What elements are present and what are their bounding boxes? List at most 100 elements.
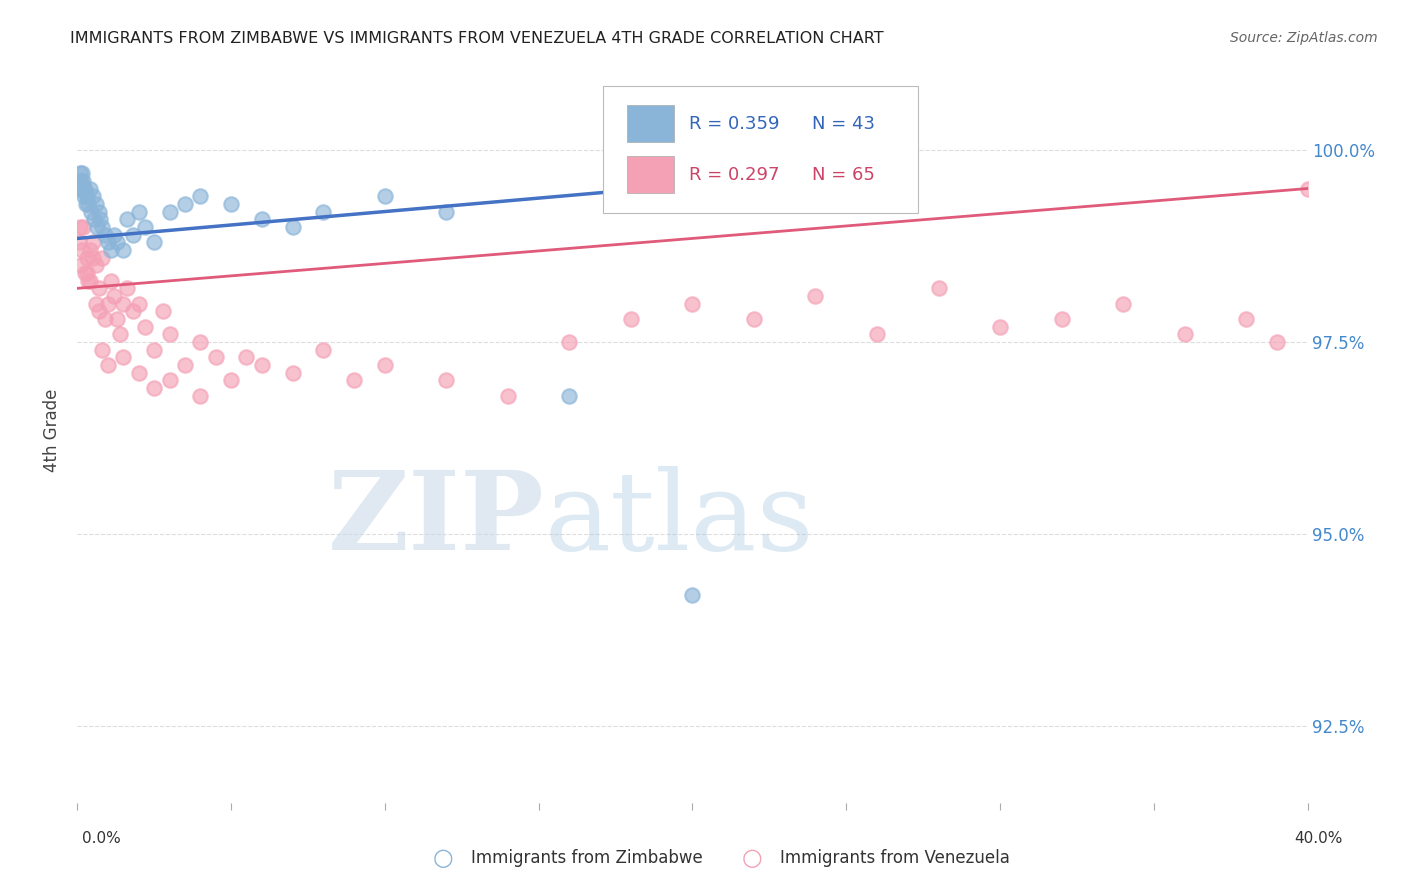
Point bbox=[110, 327, 132, 342]
Text: ○: ○ bbox=[742, 847, 762, 870]
Point bbox=[312, 204, 335, 219]
Point bbox=[436, 204, 458, 219]
Point bbox=[682, 296, 704, 310]
Point bbox=[1174, 327, 1197, 342]
Text: Immigrants from Zimbabwe: Immigrants from Zimbabwe bbox=[471, 849, 703, 867]
Text: ○: ○ bbox=[433, 847, 453, 870]
Point bbox=[79, 243, 101, 257]
Point bbox=[100, 274, 122, 288]
Point bbox=[174, 358, 197, 372]
Point bbox=[80, 204, 103, 219]
Point bbox=[83, 212, 105, 227]
Point bbox=[72, 174, 94, 188]
Point bbox=[87, 204, 110, 219]
Point bbox=[94, 312, 117, 326]
Point bbox=[1112, 296, 1135, 310]
Point bbox=[77, 197, 100, 211]
Point bbox=[312, 343, 335, 357]
Point bbox=[90, 251, 114, 265]
Point bbox=[496, 389, 519, 403]
Point bbox=[94, 227, 117, 242]
Point bbox=[73, 181, 96, 195]
Point bbox=[97, 358, 120, 372]
Point bbox=[69, 219, 91, 234]
Point bbox=[804, 289, 827, 303]
Point bbox=[742, 312, 765, 326]
Point bbox=[159, 327, 181, 342]
Point bbox=[188, 335, 212, 350]
Text: IMMIGRANTS FROM ZIMBABWE VS IMMIGRANTS FROM VENEZUELA 4TH GRADE CORRELATION CHAR: IMMIGRANTS FROM ZIMBABWE VS IMMIGRANTS F… bbox=[70, 31, 884, 46]
Point bbox=[76, 251, 98, 265]
Point bbox=[69, 181, 91, 195]
Point bbox=[73, 189, 96, 203]
Point bbox=[174, 197, 197, 211]
Point bbox=[1296, 181, 1319, 195]
Point bbox=[250, 212, 273, 227]
Text: 0.0%: 0.0% bbox=[82, 831, 121, 847]
Point bbox=[105, 312, 128, 326]
Point bbox=[281, 366, 304, 380]
Point bbox=[620, 312, 643, 326]
Point bbox=[188, 389, 212, 403]
Text: N = 43: N = 43 bbox=[811, 115, 875, 133]
Point bbox=[69, 166, 91, 180]
Point bbox=[73, 266, 96, 280]
Point bbox=[121, 227, 143, 242]
Point bbox=[76, 189, 98, 203]
Y-axis label: 4th Grade: 4th Grade bbox=[44, 389, 62, 472]
Point bbox=[84, 296, 107, 310]
Point bbox=[100, 243, 122, 257]
FancyBboxPatch shape bbox=[603, 86, 918, 213]
Point bbox=[159, 204, 181, 219]
Point bbox=[67, 235, 90, 250]
Point bbox=[82, 235, 104, 250]
Point bbox=[219, 197, 242, 211]
Point bbox=[89, 212, 111, 227]
Point bbox=[866, 327, 889, 342]
Point bbox=[87, 304, 110, 318]
Point bbox=[75, 197, 97, 211]
Point bbox=[97, 235, 120, 250]
Point bbox=[152, 304, 174, 318]
Point bbox=[682, 589, 704, 603]
Point bbox=[103, 227, 125, 242]
Point bbox=[112, 243, 135, 257]
Point bbox=[988, 319, 1011, 334]
Point bbox=[374, 358, 396, 372]
Point bbox=[112, 296, 135, 310]
Point bbox=[70, 243, 93, 257]
Point bbox=[159, 374, 181, 388]
Point bbox=[134, 319, 156, 334]
Point bbox=[143, 381, 166, 395]
Point bbox=[128, 366, 150, 380]
Point bbox=[97, 296, 120, 310]
Point bbox=[204, 351, 226, 365]
Point bbox=[928, 281, 950, 295]
Text: R = 0.297: R = 0.297 bbox=[689, 166, 779, 184]
Point bbox=[103, 289, 125, 303]
Point bbox=[250, 358, 273, 372]
Point bbox=[79, 181, 101, 195]
Text: Immigrants from Venezuela: Immigrants from Venezuela bbox=[780, 849, 1010, 867]
Point bbox=[79, 274, 101, 288]
Point bbox=[281, 219, 304, 234]
Point bbox=[67, 174, 90, 188]
Point bbox=[1265, 335, 1288, 350]
Text: Source: ZipAtlas.com: Source: ZipAtlas.com bbox=[1230, 31, 1378, 45]
FancyBboxPatch shape bbox=[627, 156, 673, 194]
Point bbox=[90, 219, 114, 234]
Point bbox=[143, 343, 166, 357]
Point bbox=[70, 258, 93, 272]
Point bbox=[1234, 312, 1257, 326]
Point bbox=[1050, 312, 1073, 326]
Point bbox=[121, 304, 143, 318]
Text: atlas: atlas bbox=[546, 467, 814, 574]
Point bbox=[70, 174, 93, 188]
Point bbox=[87, 281, 110, 295]
Point bbox=[77, 274, 100, 288]
Point bbox=[128, 296, 150, 310]
Point bbox=[436, 374, 458, 388]
Point bbox=[90, 343, 114, 357]
Point bbox=[343, 374, 366, 388]
Point bbox=[112, 351, 135, 365]
